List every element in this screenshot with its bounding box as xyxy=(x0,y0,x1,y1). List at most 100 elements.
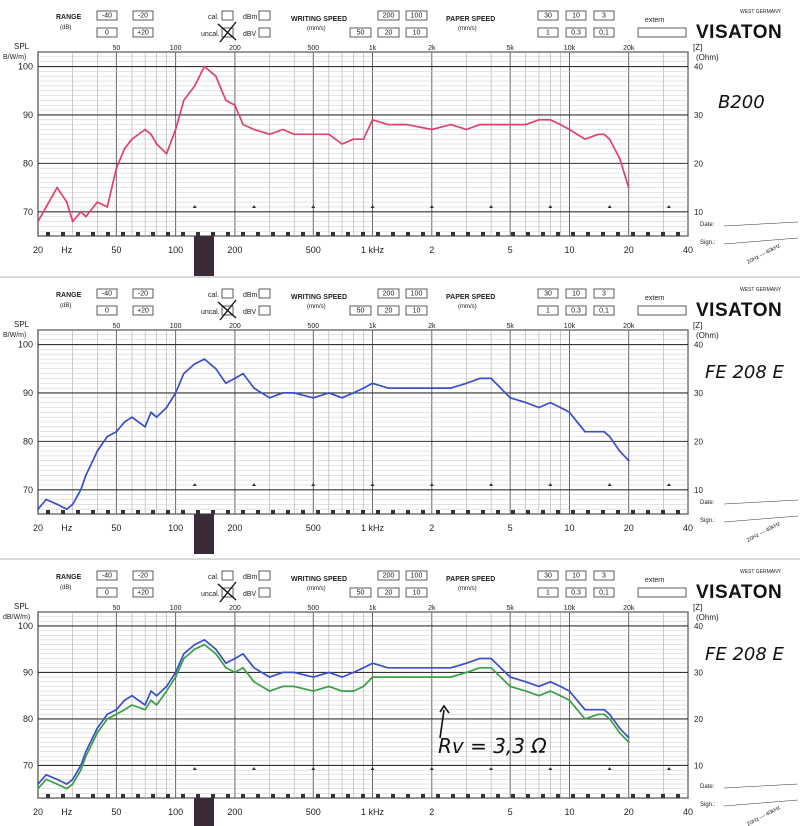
range-button-minus20[interactable] xyxy=(132,288,154,299)
marker-triangle-icon xyxy=(370,767,375,770)
range-button-0[interactable] xyxy=(96,587,118,598)
dbm-checkbox[interactable] xyxy=(258,288,271,299)
dbm-checkbox[interactable] xyxy=(258,570,271,581)
paper-speed-1[interactable] xyxy=(537,305,559,316)
marker-triangle-icon xyxy=(607,205,612,208)
bottom-tick-label: 20 xyxy=(624,245,634,255)
writing-speed-20[interactable] xyxy=(377,587,400,598)
paper-speed-3[interactable] xyxy=(593,288,615,299)
paper-speed-0-1[interactable] xyxy=(593,587,615,598)
writing-speed-10[interactable] xyxy=(405,305,428,316)
extern-field[interactable] xyxy=(637,27,687,38)
bottom-tick-label: 500 xyxy=(306,523,321,533)
date-label: Date: xyxy=(700,222,715,228)
date-label: Date: xyxy=(700,500,715,506)
sheet-divider xyxy=(0,276,800,278)
series-0-point xyxy=(123,699,126,702)
range-button-0[interactable] xyxy=(96,27,118,38)
paper-speed-30[interactable] xyxy=(537,288,559,299)
extern-field[interactable] xyxy=(637,587,687,598)
z-tick-label: 30 xyxy=(694,668,703,677)
writing-speed-200[interactable] xyxy=(377,288,400,299)
series-0-point xyxy=(627,459,630,462)
range-button-plus20[interactable] xyxy=(132,27,154,38)
feed-mark xyxy=(421,794,425,798)
cal-checkbox[interactable] xyxy=(221,570,234,581)
extern-field[interactable] xyxy=(637,305,687,316)
range-button-0[interactable] xyxy=(96,305,118,316)
bottom-tick-label: 40 xyxy=(683,807,693,817)
corner-range-label: 20Hz — 40kHz xyxy=(746,805,782,826)
uncal-check-mark-icon xyxy=(217,299,237,321)
range-button-minus20[interactable] xyxy=(132,10,154,21)
series-1-point xyxy=(524,690,527,692)
paper-speed-3[interactable] xyxy=(593,10,615,21)
top-tick-label: 200 xyxy=(229,605,241,612)
paper-speed-30-label: 30 xyxy=(544,291,552,298)
range-button-minus40-label: -40 xyxy=(102,13,112,20)
feed-mark xyxy=(241,794,245,798)
cal-checkbox[interactable] xyxy=(221,10,234,21)
range-button-minus40[interactable] xyxy=(96,288,118,299)
paper-speed-10[interactable] xyxy=(565,288,587,299)
series-0-point xyxy=(362,666,365,669)
writing-speed-label: WRITING SPEED xyxy=(291,16,347,23)
paper-speed-0-3[interactable] xyxy=(565,305,587,316)
writing-speed-50[interactable] xyxy=(349,27,372,38)
paper-speed-1[interactable] xyxy=(537,27,559,38)
range-button-minus40[interactable] xyxy=(96,10,118,21)
series-0-point xyxy=(559,406,562,409)
paper-speed-0-3[interactable] xyxy=(565,27,587,38)
paper-speed-3[interactable] xyxy=(593,570,615,581)
writing-speed-100-label: 100 xyxy=(411,13,423,20)
writing-speed-100[interactable] xyxy=(405,288,428,299)
paper-speed-0-3[interactable] xyxy=(565,587,587,598)
paper-speed-30[interactable] xyxy=(537,570,559,581)
paper-speed-1[interactable] xyxy=(537,587,559,598)
dbv-checkbox[interactable] xyxy=(258,27,271,38)
spl-label: SPL xyxy=(14,602,30,611)
writing-speed-200[interactable] xyxy=(377,570,400,581)
paper-speed-0-1[interactable] xyxy=(593,305,615,316)
y-tick-label: 90 xyxy=(23,388,33,398)
paper-speed-10[interactable] xyxy=(565,570,587,581)
series-0-point xyxy=(281,128,284,131)
series-1-point xyxy=(312,690,315,692)
series-0-point xyxy=(449,387,452,390)
paper-speed-30[interactable] xyxy=(537,10,559,21)
writing-speed-50[interactable] xyxy=(349,305,372,316)
series-0-point xyxy=(618,450,621,452)
range-button-plus20[interactable] xyxy=(132,587,154,598)
writing-speed-100[interactable] xyxy=(405,570,428,581)
paper-speed-10[interactable] xyxy=(565,10,587,21)
range-button-minus20[interactable] xyxy=(132,570,154,581)
range-button-minus40[interactable] xyxy=(96,570,118,581)
dbv-checkbox[interactable] xyxy=(258,587,271,598)
z-tick-label: 40 xyxy=(694,63,703,72)
range-button-plus20[interactable] xyxy=(132,305,154,316)
writing-speed-10[interactable] xyxy=(405,27,428,38)
writing-speed-50[interactable] xyxy=(349,587,372,598)
feed-mark xyxy=(406,232,410,236)
feed-mark xyxy=(496,510,500,514)
dbm-checkbox[interactable] xyxy=(258,10,271,21)
series-0-point xyxy=(224,382,227,385)
paper-speed-3-label: 3 xyxy=(602,13,606,20)
y-tick-label: 80 xyxy=(23,158,33,168)
writing-speed-20[interactable] xyxy=(377,27,400,38)
cal-checkbox[interactable] xyxy=(221,288,234,299)
paper-speed-0-1[interactable] xyxy=(593,27,615,38)
uncal-check-mark-icon xyxy=(217,21,237,43)
bottom-tick-label: 1 kHz xyxy=(361,245,385,255)
feed-mark xyxy=(646,232,650,236)
extern-label: extern xyxy=(645,577,665,584)
writing-speed-10[interactable] xyxy=(405,587,428,598)
writing-speed-20[interactable] xyxy=(377,305,400,316)
writing-speed-200[interactable] xyxy=(377,10,400,21)
feed-mark xyxy=(571,510,575,514)
range-button-0-label: 0 xyxy=(105,590,109,597)
series-0-point xyxy=(182,652,185,655)
writing-speed-100[interactable] xyxy=(405,10,428,21)
dbv-checkbox[interactable] xyxy=(258,305,271,316)
bottom-tick-label: 200 xyxy=(227,807,242,817)
